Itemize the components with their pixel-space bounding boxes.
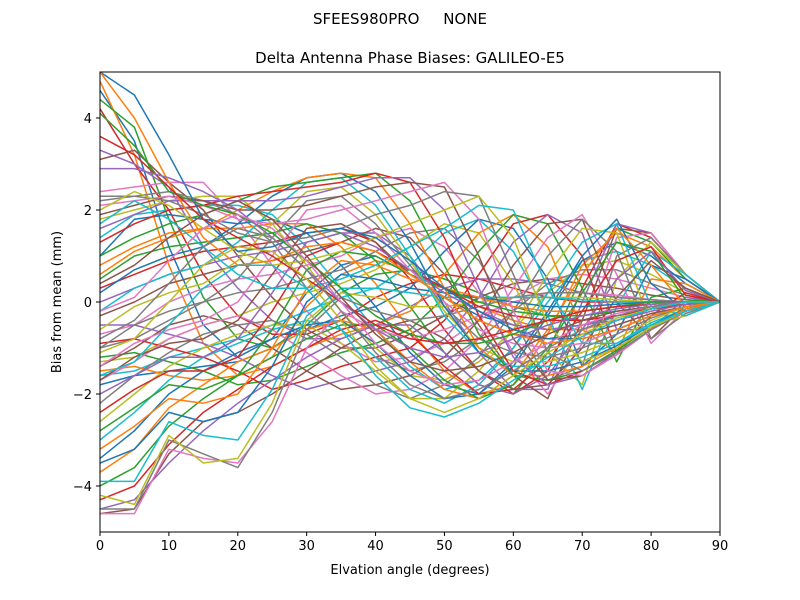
y-axis: −4 −2 0 2 4 <box>73 112 100 495</box>
x-tick-label: 40 <box>367 539 384 554</box>
series-line-s40 <box>100 287 720 483</box>
series-line-s48 <box>100 195 720 358</box>
x-tick-label: 0 <box>96 539 104 554</box>
y-tick-label: 0 <box>84 296 92 311</box>
x-tick-label: 70 <box>574 539 591 554</box>
x-tick-label: 90 <box>712 539 729 554</box>
x-tick-label: 20 <box>230 539 247 554</box>
y-axis-label: Bias from mean (mm) <box>50 231 65 373</box>
series-line-s68 <box>100 227 720 400</box>
y-tick-label: 4 <box>84 112 92 127</box>
series-line-s66 <box>100 200 720 372</box>
series-line-s38 <box>100 292 720 510</box>
y-tick-label: 2 <box>84 204 92 219</box>
series-line-s70 <box>100 264 720 418</box>
series-group <box>100 72 720 515</box>
x-tick-label: 30 <box>298 539 315 554</box>
x-axis: 0 10 20 30 40 50 60 70 80 90 <box>96 532 728 554</box>
series-line-s69 <box>100 246 720 414</box>
chart-suptitle: SFEES980PRO NONE <box>313 10 487 28</box>
series-line-s67 <box>100 213 720 386</box>
x-tick-label: 60 <box>505 539 522 554</box>
x-tick-label: 10 <box>161 539 178 554</box>
x-axis-label: Elvation angle (degrees) <box>330 563 489 578</box>
series-line-s39 <box>100 292 720 506</box>
y-tick-label: −4 <box>73 480 92 495</box>
series-line-s41 <box>100 273 720 464</box>
y-tick-label: −2 <box>73 388 92 403</box>
series-line-s35 <box>100 250 720 510</box>
series-line-s62 <box>100 72 720 345</box>
series-line-s64 <box>100 135 720 345</box>
x-tick-label: 50 <box>436 539 453 554</box>
series-line-s65 <box>100 167 720 358</box>
chart-title: Delta Antenna Phase Biases: GALILEO-E5 <box>255 49 565 67</box>
x-tick-label: 80 <box>643 539 660 554</box>
